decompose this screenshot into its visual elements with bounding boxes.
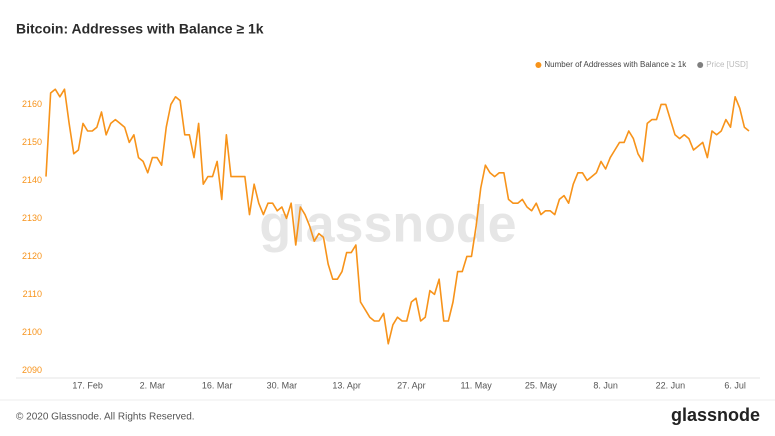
y-tick-label: 2100 [22, 327, 42, 337]
legend-label: Price [USD] [706, 60, 748, 69]
legend-marker [697, 62, 704, 68]
x-tick-label: 2. Mar [140, 380, 166, 390]
logo: glassnode [671, 405, 760, 425]
chart-title: Bitcoin: Addresses with Balance ≥ 1k [16, 21, 264, 37]
data-line [45, 88, 750, 345]
x-tick-label: 8. Jun [593, 380, 618, 390]
y-tick-label: 2090 [22, 365, 42, 375]
x-tick-label: 6. Jul [724, 380, 746, 390]
y-tick-label: 2130 [22, 213, 42, 223]
x-tick-label: 16. Mar [202, 380, 233, 390]
copyright: © 2020 Glassnode. All Rights Reserved. [16, 412, 195, 423]
x-tick-label: 27. Apr [397, 380, 426, 390]
legend-label: Number of Addresses with Balance ≥ 1k [544, 60, 687, 69]
x-tick-label: 25. May [525, 380, 558, 390]
y-tick-label: 2160 [22, 99, 42, 109]
x-tick-label: 30. Mar [267, 380, 298, 390]
y-tick-label: 2120 [22, 251, 42, 261]
x-tick-label: 22. Jun [656, 380, 686, 390]
x-tick-label: 13. Apr [332, 380, 361, 390]
y-tick-label: 2150 [22, 137, 42, 147]
y-tick-label: 2110 [23, 289, 42, 299]
legend-marker [535, 62, 542, 68]
x-tick-label: 11. May [460, 380, 492, 390]
y-tick-label: 2140 [22, 175, 42, 185]
x-tick-label: 17. Feb [72, 380, 103, 390]
